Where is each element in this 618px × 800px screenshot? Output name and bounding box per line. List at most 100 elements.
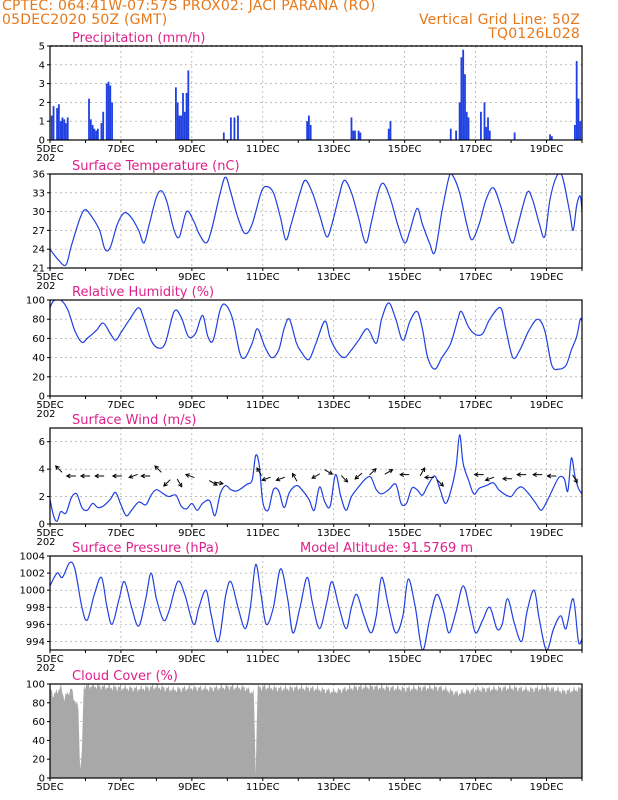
precip-bar bbox=[458, 102, 461, 140]
precip-xlabel: 11DEC bbox=[246, 144, 280, 155]
header-model-code: TQ0126L028 bbox=[488, 26, 580, 42]
wind-arrow bbox=[340, 475, 349, 483]
precip-bar bbox=[487, 117, 489, 140]
precip-ytick-label: 1 bbox=[39, 117, 45, 128]
precip-bar bbox=[89, 119, 92, 140]
precip-bar bbox=[178, 115, 181, 140]
precip-year-fragment: 202 bbox=[36, 153, 55, 164]
rh-xlabel: 9DEC bbox=[178, 400, 205, 411]
precip-bar bbox=[513, 132, 516, 140]
precip-xlabel: 9DEC bbox=[178, 144, 205, 155]
wind-arrow bbox=[354, 472, 363, 480]
precip-ytick-label: 0 bbox=[39, 136, 45, 147]
wind-arrow bbox=[484, 476, 495, 482]
temp-panel: 21 24 27 30 33 36 5DEC 7DEC 9DEC 11DEC 13DEC 15DEC 1… bbox=[32, 159, 583, 292]
wind-arrow bbox=[501, 476, 513, 482]
temp-ytick-label: 21 bbox=[32, 264, 45, 275]
cloud-panel: 0 20 40 60 80 100 5DEC 7DEC 9DEC 11DEC 13DEC 15DEC 1… bbox=[26, 669, 583, 793]
precip-bar bbox=[102, 111, 105, 140]
temp-ytick-label: 36 bbox=[32, 170, 45, 181]
rh-xlabel: 5DEC bbox=[36, 400, 63, 411]
precip-ytick-label: 5 bbox=[39, 42, 45, 53]
temp-ytick-label: 33 bbox=[32, 188, 45, 199]
precip-xlabel: 15DEC bbox=[388, 144, 422, 155]
rh-xlabel: 11DEC bbox=[246, 400, 280, 411]
wind-title: Surface Wind (m/s) bbox=[72, 413, 196, 428]
pressure-ytick-label: 1000 bbox=[20, 586, 45, 597]
precip-bar bbox=[462, 49, 465, 141]
precip-bar bbox=[61, 117, 64, 140]
precip-bar bbox=[100, 123, 103, 140]
cloud-ytick-label: 60 bbox=[32, 717, 45, 728]
wind-frame bbox=[49, 427, 583, 525]
precip-bar bbox=[95, 130, 98, 140]
header-date: 05DEC2020 50Z (GMT) bbox=[2, 12, 168, 28]
cloud-ytick-label: 40 bbox=[32, 736, 45, 747]
cloud-frame bbox=[49, 683, 583, 779]
wind-arrow bbox=[384, 469, 394, 475]
cloud-ytick-label: 100 bbox=[26, 680, 45, 691]
wind-arrow bbox=[256, 467, 262, 477]
rh-ytick-label: 80 bbox=[32, 315, 45, 326]
cloud-xlabel: 5DEC bbox=[36, 782, 63, 793]
pressure-line bbox=[50, 561, 582, 650]
pressure-title: Surface Pressure (hPa) bbox=[72, 541, 219, 556]
pressure-xlabel: 19DEC bbox=[530, 654, 564, 665]
wind-arrow bbox=[154, 465, 162, 473]
precip-bar bbox=[93, 128, 96, 140]
wind-line bbox=[50, 434, 582, 522]
wind-ytick-label: 2 bbox=[39, 492, 45, 503]
pressure-xlabel: 5DEC bbox=[36, 654, 63, 665]
precip-bar bbox=[449, 128, 452, 140]
temp-ytick-label: 24 bbox=[32, 245, 45, 256]
wind-xlabel: 15DEC bbox=[388, 528, 422, 539]
precip-bar bbox=[464, 74, 466, 140]
wind-xlabel: 13DEC bbox=[317, 528, 351, 539]
wind-arrow bbox=[473, 472, 484, 477]
precip-bar bbox=[467, 117, 470, 140]
wind-xlabel: 11DEC bbox=[246, 528, 280, 539]
wind-arrow bbox=[291, 472, 298, 482]
pressure-xlabel: 7DEC bbox=[107, 654, 134, 665]
cloud-xlabel: 7DEC bbox=[107, 782, 134, 793]
precip-panel: 0 1 2 3 4 5 5DEC 7DEC 9DEC 11DEC 13DEC 15DEC 17DEC 19… bbox=[36, 31, 583, 164]
precip-xlabel: 7DEC bbox=[107, 144, 134, 155]
precip-ytick-label: 2 bbox=[39, 98, 45, 109]
pressure-panel: 994 996 998 1000 1002 1004 5DEC 7DEC 9DEC 11DEC 13… bbox=[20, 541, 583, 674]
precip-bar bbox=[579, 121, 582, 140]
wind-arrow bbox=[532, 472, 543, 477]
precip-xlabel: 17DEC bbox=[459, 144, 493, 155]
wind-arrow bbox=[176, 478, 183, 488]
precip-bar bbox=[574, 124, 576, 140]
pressure-xlabel: 15DEC bbox=[388, 654, 422, 665]
cloud-xlabel: 13DEC bbox=[317, 782, 351, 793]
precip-bar bbox=[105, 83, 108, 140]
wind-xlabel: 19DEC bbox=[530, 528, 564, 539]
temp-year-fragment: 202 bbox=[36, 281, 55, 292]
temp-xlabel: 11DEC bbox=[246, 272, 280, 283]
rh-xlabel: 15DEC bbox=[388, 400, 422, 411]
rh-ytick-label: 0 bbox=[39, 392, 45, 403]
rh-xlabel: 13DEC bbox=[317, 400, 351, 411]
cloud-xlabel: 17DEC bbox=[459, 782, 493, 793]
rh-ytick-label: 60 bbox=[32, 334, 45, 345]
precip-frame bbox=[49, 45, 583, 141]
rh-title: Relative Humidity (%) bbox=[72, 285, 214, 300]
wind-arrow bbox=[79, 473, 90, 479]
pressure-ytick-label: 1004 bbox=[20, 552, 45, 563]
cloud-ytick-label: 20 bbox=[32, 755, 45, 766]
wind-year-fragment: 202 bbox=[36, 537, 55, 548]
wind-arrow bbox=[423, 475, 434, 480]
pressure-xlabel: 13DEC bbox=[317, 654, 351, 665]
precip-bar bbox=[185, 93, 188, 140]
rh-frame bbox=[49, 299, 583, 397]
wind-arrow bbox=[369, 467, 377, 476]
precip-bar bbox=[222, 132, 225, 140]
precip-bar bbox=[352, 130, 355, 140]
precip-bar bbox=[176, 102, 179, 140]
wind-arrow bbox=[65, 473, 76, 479]
precip-bar bbox=[550, 136, 553, 140]
wind-arrow bbox=[213, 480, 224, 486]
wind-arrow bbox=[311, 473, 321, 479]
pressure-frame bbox=[49, 555, 583, 651]
